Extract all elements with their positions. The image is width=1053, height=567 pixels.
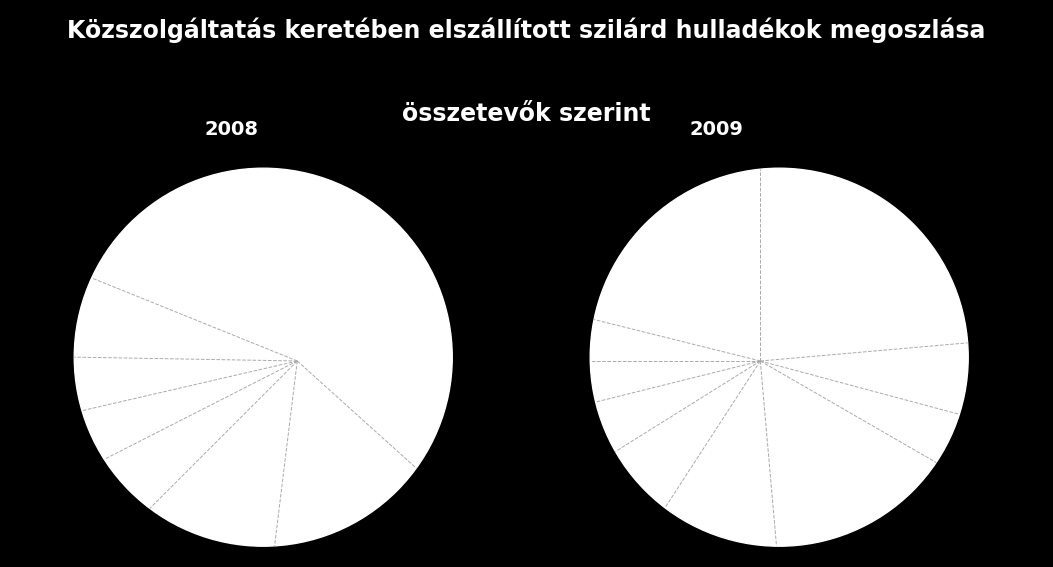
Text: összetevők szerint: összetevők szerint — [402, 102, 651, 126]
Circle shape — [591, 168, 968, 546]
Text: Közszolgáltatás keretében elszállított szilárd hulladékok megoszlása: Közszolgáltatás keretében elszállított s… — [67, 17, 986, 43]
Text: 2009: 2009 — [689, 120, 743, 139]
Circle shape — [75, 168, 452, 546]
Text: 2008: 2008 — [204, 120, 259, 139]
